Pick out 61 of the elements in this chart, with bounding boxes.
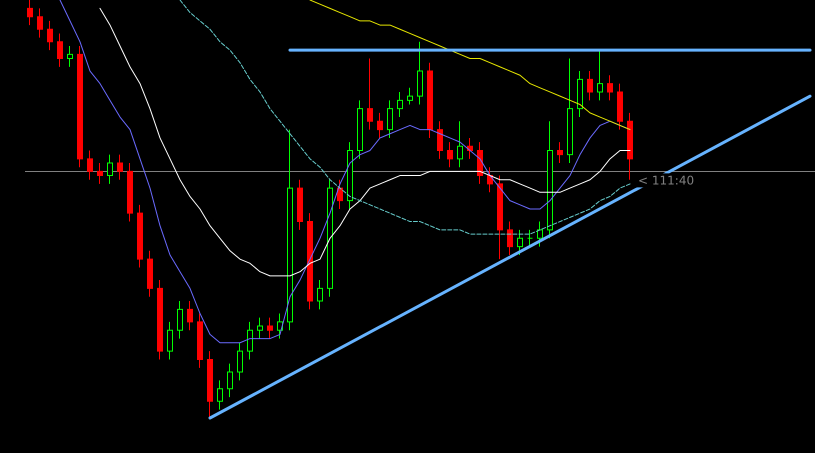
candlestick xyxy=(387,100,393,138)
candlestick xyxy=(147,250,153,298)
candlestick xyxy=(287,129,293,331)
candlestick xyxy=(467,137,473,160)
candlestick xyxy=(427,62,433,138)
candlestick xyxy=(117,154,123,180)
candlestick xyxy=(127,162,133,222)
candlestick xyxy=(167,321,173,360)
candlestick xyxy=(187,300,193,331)
candlestick xyxy=(137,204,143,268)
candlestick xyxy=(257,317,263,340)
candlestick xyxy=(567,58,573,164)
candlestick xyxy=(207,350,213,418)
candlestick xyxy=(347,142,353,210)
candlestick xyxy=(337,179,343,210)
candlestick xyxy=(517,229,523,256)
candlestick xyxy=(157,280,163,360)
candlestick xyxy=(317,280,323,310)
candlestick xyxy=(417,41,423,105)
candlestick xyxy=(587,70,593,101)
candlestick xyxy=(397,91,403,118)
candlestick xyxy=(247,321,253,360)
candlestick xyxy=(227,363,233,398)
candlestick xyxy=(497,175,503,260)
candlestick xyxy=(237,342,243,381)
candlestick xyxy=(407,87,413,105)
candlestick xyxy=(37,8,43,38)
candlestick xyxy=(327,179,333,298)
candlestick xyxy=(367,58,373,130)
candlestick xyxy=(557,142,563,164)
candlestick xyxy=(97,162,103,184)
candlestick xyxy=(67,45,73,68)
candlestick xyxy=(477,142,483,184)
candlestick xyxy=(357,100,363,160)
candlestick xyxy=(197,313,203,368)
candlestick xyxy=(457,120,463,168)
candlestick xyxy=(217,380,223,410)
candlestick xyxy=(87,150,93,180)
candlestick xyxy=(57,32,63,68)
candlestick xyxy=(107,154,113,184)
candlestick xyxy=(297,179,303,230)
candlestick xyxy=(437,120,443,160)
candlestick xyxy=(47,20,53,51)
candlestick xyxy=(307,212,313,310)
candlestick xyxy=(377,112,383,138)
candlestick xyxy=(537,221,543,248)
candlestick xyxy=(547,120,553,239)
candlestick xyxy=(617,83,623,130)
candlestick xyxy=(267,317,273,340)
candlestick xyxy=(597,50,603,101)
candlestick xyxy=(627,112,633,180)
candlestick xyxy=(27,0,33,26)
candlestick xyxy=(447,142,453,168)
candlestick xyxy=(607,74,613,101)
candlestick xyxy=(77,45,83,168)
candlestick xyxy=(177,300,183,340)
candlestick xyxy=(577,70,583,118)
candlestick xyxy=(507,221,513,256)
candlestick xyxy=(277,313,283,340)
candlestick xyxy=(527,229,533,248)
annotation: < 111:40 xyxy=(638,173,694,188)
